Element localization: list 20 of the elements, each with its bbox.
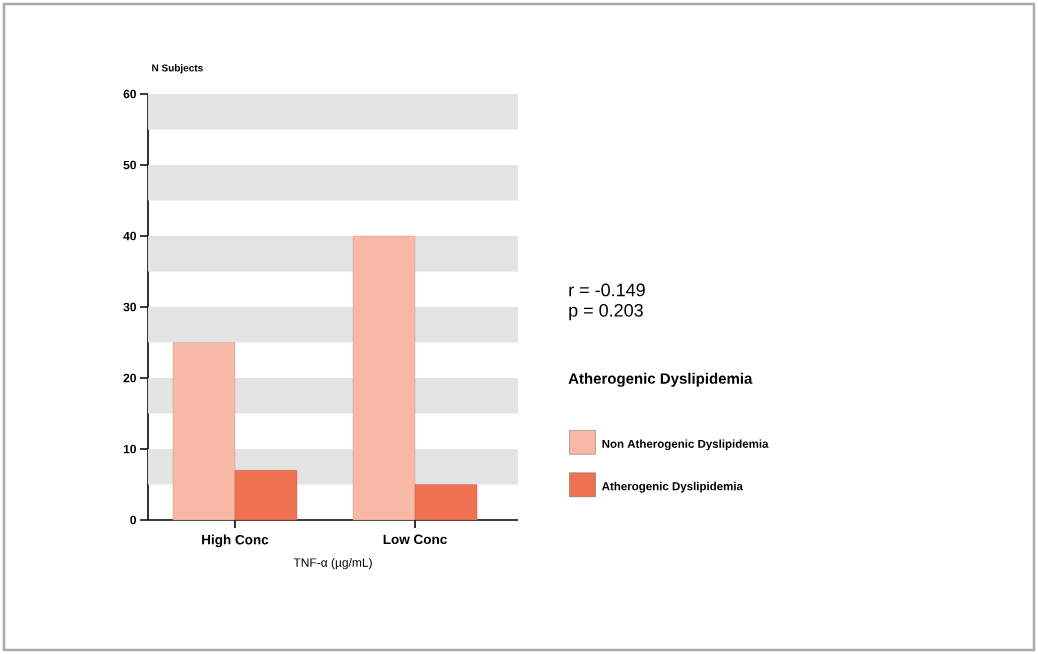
y-tick-label: 60 (123, 89, 136, 99)
y-tick-label: 40 (123, 231, 136, 241)
x-axis-title: TNF-α (µg/mL) (293, 557, 372, 570)
text: r = -0.149 (569, 283, 645, 297)
y-tick-label: 10 (123, 444, 136, 454)
bar (234, 470, 298, 521)
text: p = 0.203 (569, 303, 643, 321)
y-tick-label: 30 (123, 302, 136, 312)
x-tick-label: Low Conc (383, 534, 447, 545)
y-tick-label: 50 (123, 160, 136, 170)
legend-title: Atherogenic Dyslipidemia (568, 372, 753, 387)
y-tick-label: 20 (123, 373, 136, 383)
legend-label: Atherogenic Dyslipidemia (601, 481, 743, 493)
y-axis-title: N Subjects (152, 64, 203, 74)
y-tick-label: 0 (130, 515, 136, 525)
bar (172, 342, 236, 521)
bar (414, 484, 478, 521)
bar (352, 235, 416, 521)
x-tick-label: High Conc (202, 534, 269, 548)
legend-label: Non Atherogenic Dyslipidemia (602, 439, 769, 451)
